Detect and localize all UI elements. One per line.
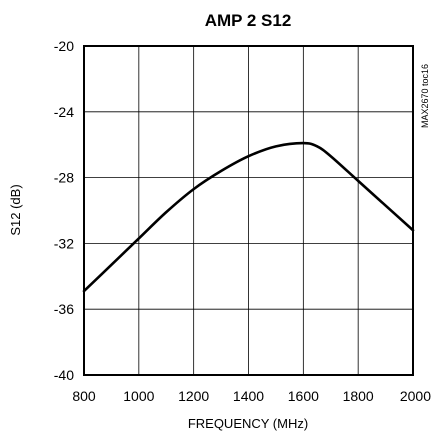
y-tick-labels: -20 -24 -28 -32 -36 -40 [54,38,74,383]
x-tick-label: 1200 [178,388,209,404]
part-number-annotation: MAX2670 toc16 [420,64,430,128]
y-tick-label: -28 [54,170,74,186]
chart-title: AMP 2 S12 [205,11,292,30]
plot-frame [83,45,414,376]
y-tick-label: -36 [54,301,74,317]
x-tick-label: 1000 [123,388,154,404]
y-tick-label: -40 [54,367,74,383]
x-axis-label: FREQUENCY (MHz) [188,416,308,431]
x-tick-label: 2000 [400,388,431,404]
x-tick-label: 1400 [233,388,264,404]
x-tick-label: 800 [72,388,96,404]
x-tick-labels: 800 1000 1200 1400 1600 1800 2000 [72,388,431,404]
y-axis-label: S12 (dB) [8,184,23,235]
y-tick-label: -32 [54,235,74,251]
x-tick-label: 1800 [343,388,374,404]
series-line [82,141,415,293]
y-tick-label: -24 [54,104,74,120]
grid-lines [84,46,413,375]
y-tick-label: -20 [54,38,74,54]
x-tick-label: 1600 [288,388,319,404]
